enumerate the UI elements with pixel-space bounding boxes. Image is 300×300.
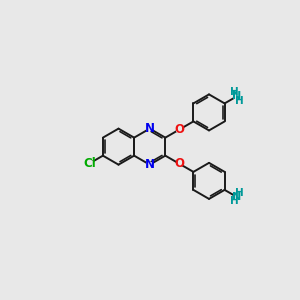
Bar [238, 191, 242, 195]
Bar [235, 195, 240, 200]
Text: Cl: Cl [83, 157, 96, 170]
Bar [232, 200, 237, 203]
Text: N: N [232, 192, 242, 202]
Text: O: O [174, 157, 184, 170]
Bar [232, 90, 237, 94]
Bar [146, 162, 153, 167]
Bar [238, 98, 242, 103]
Bar [176, 161, 182, 166]
Text: N: N [145, 122, 155, 135]
Bar [85, 161, 94, 166]
Text: H: H [235, 188, 244, 198]
Text: H: H [230, 87, 239, 97]
Bar [146, 126, 153, 131]
Text: H: H [230, 196, 239, 206]
Text: N: N [145, 158, 155, 171]
Bar [176, 127, 182, 132]
Bar [235, 94, 240, 98]
Text: H: H [235, 96, 244, 106]
Text: O: O [174, 123, 184, 136]
Text: N: N [232, 91, 242, 101]
